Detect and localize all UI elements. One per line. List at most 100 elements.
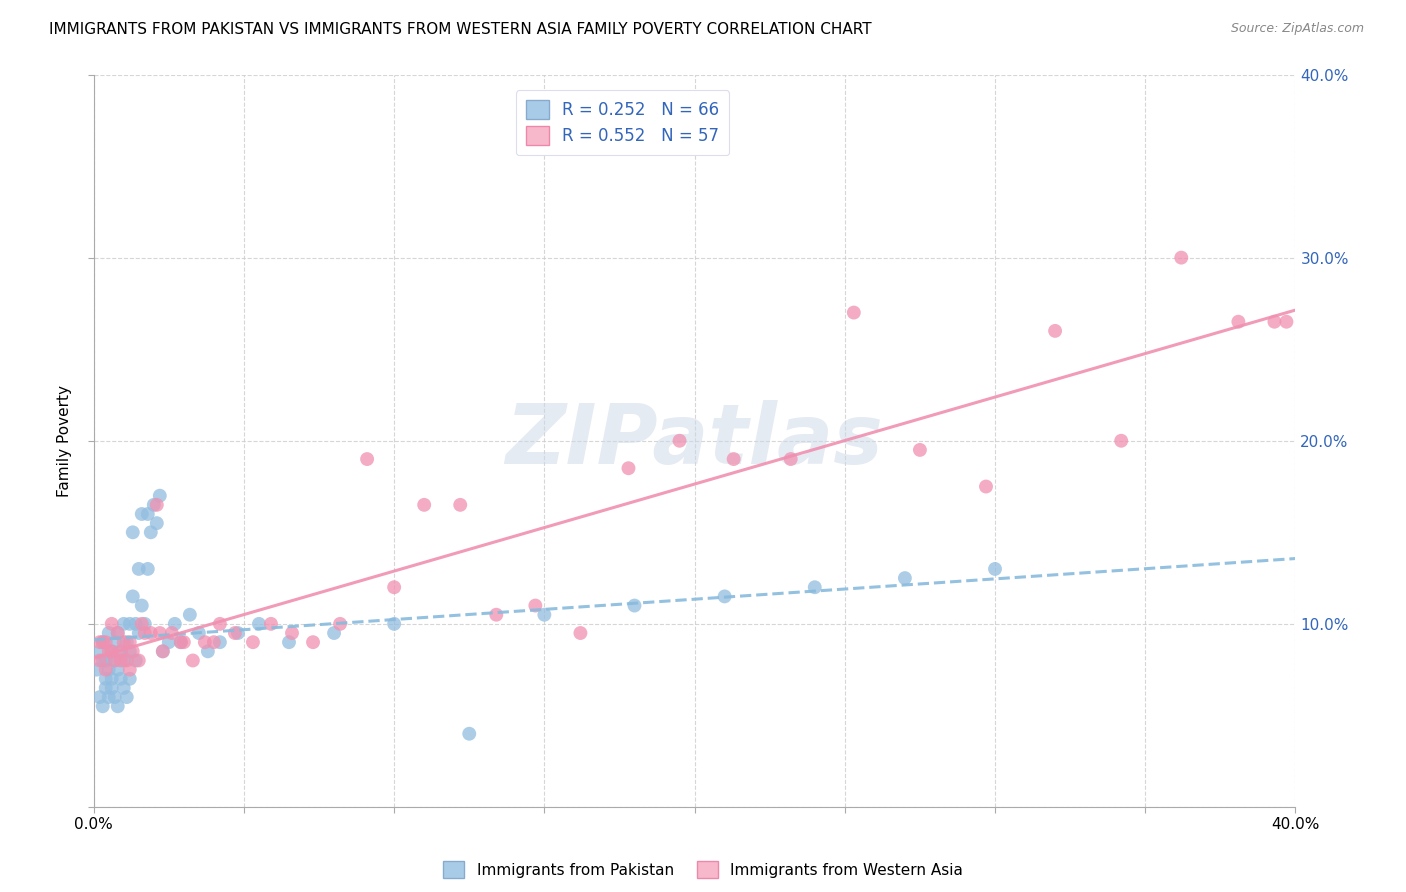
Point: [112, 616, 135, 631]
Point: [104, 653, 127, 667]
Point: [115, 653, 138, 667]
Point: [1227, 315, 1250, 329]
Point: [181, 653, 204, 667]
Point: [110, 644, 132, 658]
Point: [1043, 324, 1066, 338]
Point: [382, 616, 405, 631]
Point: [118, 663, 141, 677]
Point: [89, 644, 111, 658]
Text: ZIPatlas: ZIPatlas: [506, 401, 883, 482]
Point: [131, 616, 153, 631]
Point: [89, 653, 111, 667]
Point: [173, 635, 195, 649]
Point: [1109, 434, 1132, 448]
Point: [128, 626, 150, 640]
Point: [110, 653, 132, 667]
Point: [449, 498, 471, 512]
Point: [91, 635, 114, 649]
Point: [803, 580, 825, 594]
Point: [97, 644, 120, 658]
Point: [131, 507, 153, 521]
Point: [94, 672, 117, 686]
Point: [107, 699, 129, 714]
Text: IMMIGRANTS FROM PAKISTAN VS IMMIGRANTS FROM WESTERN ASIA FAMILY POVERTY CORRELAT: IMMIGRANTS FROM PAKISTAN VS IMMIGRANTS F…: [49, 22, 872, 37]
Point: [152, 644, 174, 658]
Legend: Immigrants from Pakistan, Immigrants from Western Asia: Immigrants from Pakistan, Immigrants fro…: [437, 855, 969, 884]
Point: [128, 653, 150, 667]
Point: [569, 626, 592, 640]
Point: [197, 644, 219, 658]
Point: [91, 699, 114, 714]
Point: [160, 626, 183, 640]
Point: [142, 498, 165, 512]
Point: [278, 635, 301, 649]
Point: [356, 452, 378, 467]
Point: [112, 653, 135, 667]
Point: [149, 626, 172, 640]
Point: [115, 690, 138, 705]
Y-axis label: Family Poverty: Family Poverty: [58, 384, 72, 497]
Point: [224, 626, 246, 640]
Point: [908, 442, 931, 457]
Point: [533, 607, 555, 622]
Legend: R = 0.252   N = 66, R = 0.552   N = 57: R = 0.252 N = 66, R = 0.552 N = 57: [516, 90, 730, 155]
Point: [118, 672, 141, 686]
Point: [152, 644, 174, 658]
Point: [100, 681, 122, 695]
Point: [115, 635, 138, 649]
Point: [112, 681, 135, 695]
Point: [100, 672, 122, 686]
Point: [118, 616, 141, 631]
Point: [170, 635, 193, 649]
Point: [112, 635, 135, 649]
Point: [89, 690, 111, 705]
Point: [1170, 251, 1192, 265]
Point: [302, 635, 325, 649]
Point: [89, 635, 111, 649]
Point: [91, 635, 114, 649]
Point: [139, 525, 162, 540]
Point: [97, 690, 120, 705]
Point: [136, 562, 159, 576]
Point: [136, 507, 159, 521]
Point: [260, 616, 283, 631]
Point: [139, 626, 162, 640]
Point: [329, 616, 352, 631]
Point: [524, 599, 547, 613]
Point: [118, 635, 141, 649]
Point: [157, 635, 180, 649]
Point: [226, 626, 249, 640]
Point: [104, 690, 127, 705]
Point: [281, 626, 304, 640]
Point: [413, 498, 436, 512]
Point: [128, 562, 150, 576]
Point: [194, 635, 217, 649]
Point: [974, 479, 997, 493]
Point: [170, 635, 193, 649]
Point: [94, 663, 117, 677]
Point: [146, 516, 169, 530]
Point: [623, 599, 645, 613]
Point: [723, 452, 745, 467]
Point: [1263, 315, 1285, 329]
Point: [118, 644, 141, 658]
Point: [104, 635, 127, 649]
Point: [94, 635, 117, 649]
Point: [100, 644, 122, 658]
Point: [382, 580, 405, 594]
Point: [134, 626, 156, 640]
Point: [247, 616, 270, 631]
Point: [97, 626, 120, 640]
Point: [713, 590, 735, 604]
Point: [110, 672, 132, 686]
Point: [107, 663, 129, 677]
Point: [121, 525, 143, 540]
Point: [91, 653, 114, 667]
Point: [202, 635, 225, 649]
Point: [97, 663, 120, 677]
Point: [94, 653, 117, 667]
Point: [779, 452, 801, 467]
Point: [894, 571, 917, 585]
Point: [668, 434, 690, 448]
Point: [125, 616, 148, 631]
